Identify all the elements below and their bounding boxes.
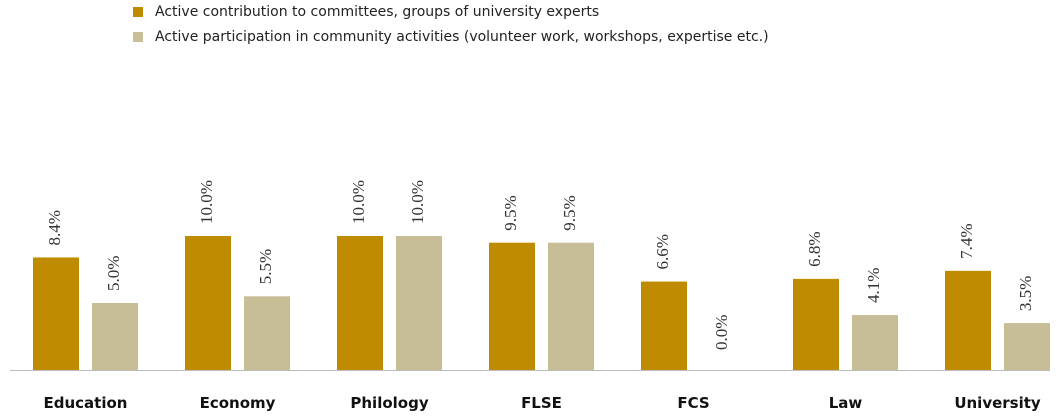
x-tick-label: Economy: [200, 394, 276, 412]
x-tick-label: Law: [829, 394, 863, 412]
bar: [396, 236, 442, 370]
legend-swatch: [133, 32, 143, 42]
bar: [793, 278, 839, 370]
x-tick-label: University: [954, 394, 1041, 412]
data-label: 10.0%: [197, 180, 216, 224]
x-tick-label: Philology: [350, 394, 428, 412]
data-label: 5.0%: [104, 256, 123, 291]
bar: [337, 236, 383, 370]
data-label: 3.5%: [1016, 276, 1035, 311]
data-label: 10.0%: [349, 180, 368, 224]
data-label: 7.4%: [957, 223, 976, 258]
bar: [852, 315, 898, 370]
bar: [548, 242, 594, 370]
data-label: 9.5%: [560, 195, 579, 230]
bar: [33, 257, 79, 370]
data-label: 6.6%: [653, 234, 672, 269]
bar: [92, 303, 138, 370]
x-tick-label: Education: [44, 394, 128, 412]
bar: [641, 281, 687, 370]
data-label: 4.1%: [864, 268, 883, 303]
legend-label: Active contribution to committees, group…: [155, 4, 599, 20]
data-label: 8.4%: [45, 210, 64, 245]
bar: [489, 242, 535, 370]
bar: [185, 236, 231, 370]
bar: [1004, 323, 1050, 370]
data-label: 9.5%: [501, 195, 520, 230]
data-label: 10.0%: [408, 180, 427, 224]
bar: [945, 270, 991, 370]
data-label: 6.8%: [805, 231, 824, 266]
legend-label: Active participation in community activi…: [155, 29, 769, 45]
bar: [244, 296, 290, 370]
legend-swatch: [133, 7, 143, 17]
x-tick-label: FLSE: [521, 394, 562, 412]
data-label: 0.0%: [712, 315, 731, 350]
data-label: 5.5%: [256, 249, 275, 284]
x-tick-label: FCS: [677, 394, 709, 412]
